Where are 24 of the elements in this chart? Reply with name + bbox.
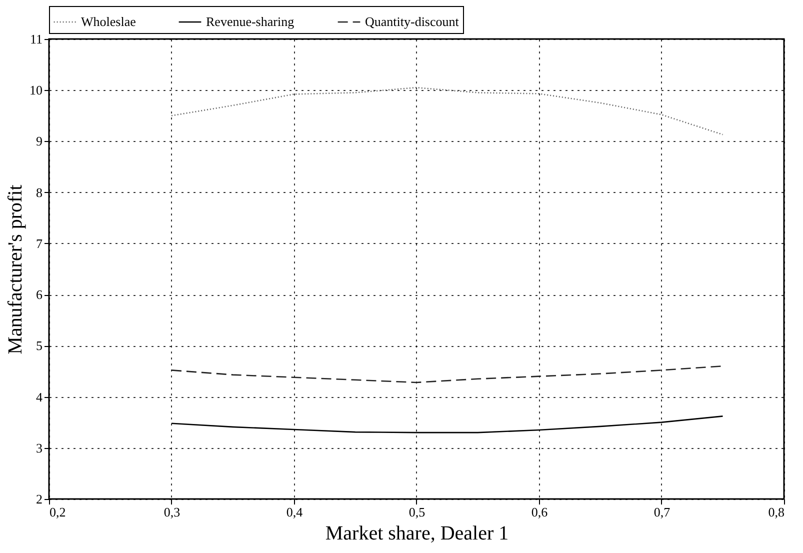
y-tick-label: 2 [36, 492, 42, 506]
legend-label: Revenue-sharing [206, 14, 295, 29]
y-tick-label: 7 [36, 236, 43, 251]
x-tick-label: 0,2 [50, 504, 66, 520]
x-tick-label: 0,8 [768, 504, 784, 520]
legend-label: Quantity-discount [365, 14, 460, 29]
x-axis-title: Market share, Dealer 1 [325, 522, 509, 544]
y-tick-label: 4 [36, 389, 43, 404]
y-tick-label: 8 [36, 184, 42, 200]
y-axis-title: Manufacturer's profit [4, 184, 26, 354]
line-series [170, 86, 724, 136]
x-tick-label: 0,3 [164, 504, 180, 520]
y-tick-label: 11 [30, 32, 42, 46]
x-tick-label: 0,5 [408, 504, 426, 520]
y-tick-label: 10 [30, 82, 42, 98]
y-tick-label: 5 [36, 338, 42, 354]
x-tick-label: 0,6 [531, 504, 548, 520]
x-tick-label: 0,4 [286, 504, 304, 520]
x-tick-label: 0,7 [654, 504, 671, 520]
y-tick-label: 3 [36, 440, 42, 456]
y-tick-label: 9 [36, 134, 42, 149]
y-tick-label: 6 [36, 287, 43, 302]
legend-label: Wholeslae [81, 14, 136, 29]
line-series [170, 365, 724, 384]
